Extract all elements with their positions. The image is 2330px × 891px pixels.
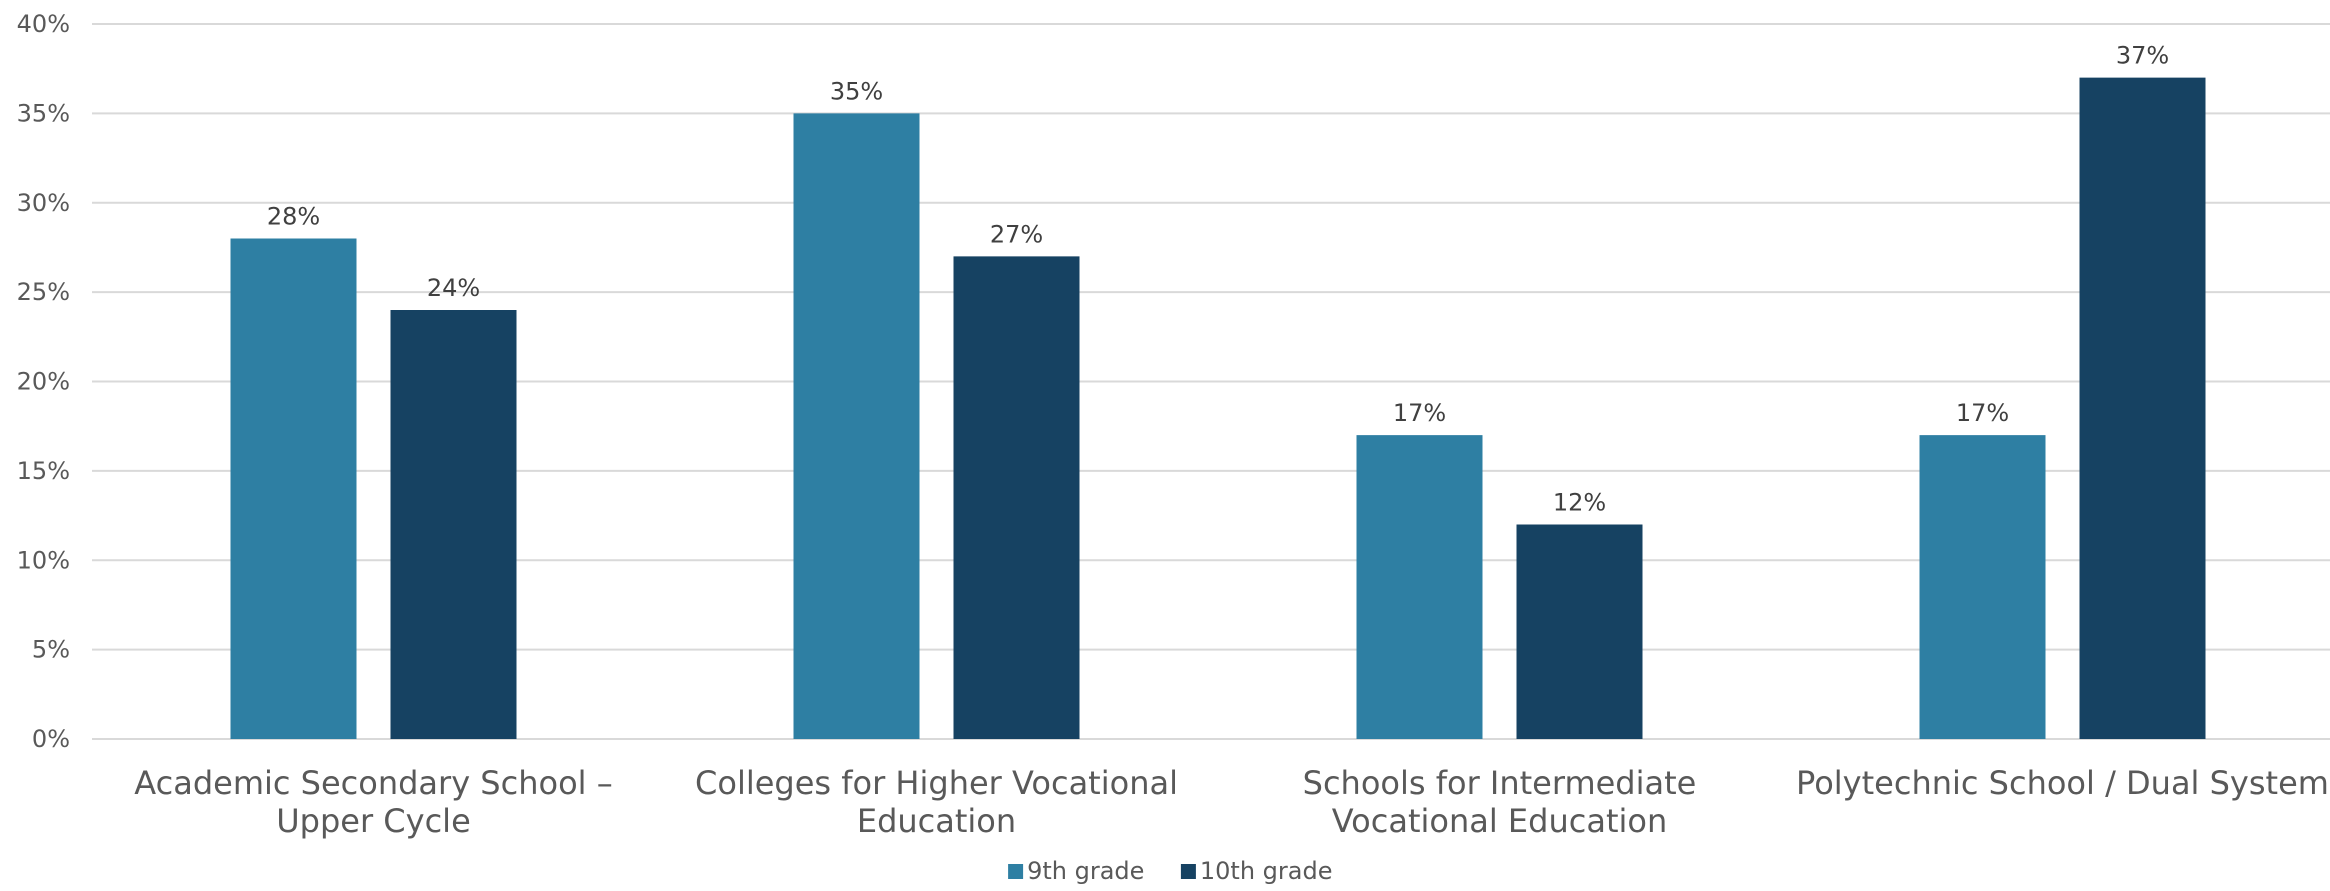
- legend-label: 9th grade: [1027, 857, 1144, 885]
- x-axis: Academic Secondary School –Upper Cycle Co…: [134, 764, 2329, 840]
- bar-series-2: [2079, 77, 2206, 739]
- y-tick-label: 25%: [17, 278, 70, 306]
- y-tick-label: 30%: [17, 189, 70, 217]
- data-label: 28%: [267, 203, 320, 231]
- y-tick-label: 15%: [17, 457, 70, 485]
- bar-series-1: [793, 113, 920, 739]
- data-label: 27%: [990, 220, 1043, 248]
- x-category-label: Vocational Education: [1332, 802, 1667, 840]
- y-tick-label: 35%: [17, 99, 70, 127]
- x-category-label: Academic Secondary School –: [134, 764, 612, 802]
- legend-swatch: [1180, 864, 1196, 879]
- x-category-label: Upper Cycle: [276, 802, 471, 840]
- bar-series-1: [1356, 435, 1483, 739]
- x-category-label: Polytechnic School / Dual System: [1796, 764, 2329, 802]
- data-label: 24%: [427, 274, 480, 302]
- y-tick-label: 20%: [17, 368, 70, 396]
- bar-series-2: [390, 310, 517, 739]
- x-category-label: Education: [857, 802, 1016, 840]
- legend: 9th grade 10th grade: [1008, 857, 1333, 885]
- data-label: 12%: [1553, 489, 1606, 517]
- data-label: 17%: [1956, 399, 2009, 427]
- data-labels: 28% 24% 35% 27% 17% 12% 17% 37%: [267, 42, 2169, 517]
- bar-series-2: [953, 256, 1080, 739]
- y-tick-label: 40%: [17, 10, 70, 38]
- y-tick-label: 0%: [32, 725, 70, 753]
- data-label: 35%: [830, 77, 883, 105]
- legend-swatch: [1008, 864, 1024, 879]
- y-tick-label: 5%: [32, 636, 70, 664]
- bar-series-2: [1516, 524, 1643, 739]
- bar-series-1: [1919, 435, 2046, 739]
- bars: [230, 77, 2206, 739]
- y-tick-label: 10%: [17, 546, 70, 574]
- x-category-label: Schools for Intermediate: [1303, 764, 1697, 802]
- legend-label: 10th grade: [1200, 857, 1333, 885]
- data-label: 37%: [2116, 42, 2169, 70]
- bar-series-1: [230, 238, 357, 739]
- data-label: 17%: [1393, 399, 1446, 427]
- y-axis: 0% 5% 10% 15% 20% 25% 30% 35% 40%: [17, 10, 70, 753]
- x-category-label: Colleges for Higher Vocational: [695, 764, 1178, 802]
